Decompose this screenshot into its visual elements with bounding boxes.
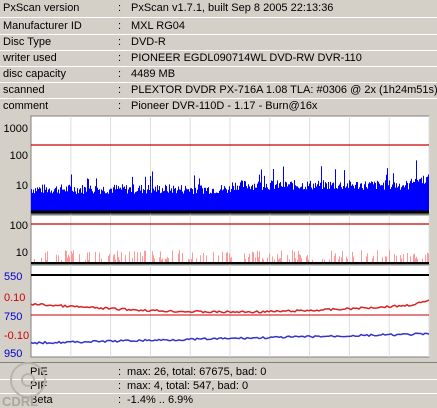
divider	[0, 362, 437, 363]
info-separator: :	[118, 84, 122, 96]
info-label: writer used	[3, 52, 57, 64]
jitter-tick-label: 750	[4, 311, 23, 323]
info-label: disc capacity	[3, 68, 66, 80]
info-label: scanned	[3, 84, 45, 96]
stat-value: -1.4% .. 6.9%	[127, 394, 194, 406]
info-row-comment: comment : Pioneer DVR-110D - 1.17 - Burn…	[0, 99, 437, 114]
stat-row-pie: PIE : max: 26, total: 67675, bad: 0	[0, 366, 437, 379]
info-separator: :	[118, 100, 122, 112]
info-value: 4489 MB	[131, 68, 176, 80]
watermark-logo: CDRL	[2, 362, 46, 408]
info-value: PIONEER EGDL090714WL DVD-RW DVR-110	[131, 52, 362, 64]
divider	[0, 82, 437, 83]
info-label: PxScan version	[3, 2, 80, 14]
info-row-manufacturer: Manufacturer ID : MXL RG04	[0, 19, 437, 34]
beta-tick-label: -0.10	[4, 330, 30, 342]
jitter-tick-label: 550	[4, 271, 23, 283]
stat-label: Beta	[30, 394, 53, 406]
pif-tick-label: 100	[9, 220, 28, 232]
stat-row-beta: Beta : -1.4% .. 6.9%	[0, 394, 437, 407]
beta-tick-label: 0.10	[4, 292, 26, 304]
pie-tick-label: 10	[15, 180, 28, 192]
info-value: DVD-R	[131, 36, 166, 48]
pie-tick-label: 100	[9, 150, 28, 162]
pif-tick-label: 10	[15, 247, 28, 259]
divider	[0, 98, 437, 99]
beta-series	[30, 299, 430, 314]
scan-graph: 1000 100 10 100 10 550 0.10 750 -0.10 95…	[0, 114, 437, 362]
info-label: Disc Type	[3, 36, 52, 48]
pie-series	[31, 160, 429, 212]
info-label: comment	[3, 100, 49, 112]
info-separator: :	[118, 52, 122, 64]
divider	[0, 34, 437, 35]
svg-text:CDRL: CDRL	[2, 394, 38, 408]
info-separator: :	[118, 36, 122, 48]
info-row-disc-type: Disc Type : DVD-R	[0, 35, 437, 50]
stat-separator: :	[118, 366, 122, 378]
info-value: Pioneer DVR-110D - 1.17 - Burn@16x	[131, 100, 318, 112]
stat-value: max: 26, total: 67675, bad: 0	[127, 366, 267, 378]
info-row-scanned: scanned : PLEXTOR DVDR PX-716A 1.08 TLA:…	[0, 83, 437, 98]
stat-row-pif: PIF : max: 4, total: 547, bad: 0	[0, 380, 437, 393]
info-row-version: PxScan version : PxScan v1.7.1, built Se…	[0, 1, 437, 16]
stat-separator: :	[118, 380, 122, 392]
info-value: PLEXTOR DVDR PX-716A 1.08 TLA: #0306 @ 2…	[131, 84, 437, 96]
divider	[0, 379, 437, 380]
info-label: Manufacturer ID	[3, 20, 82, 32]
graph-plot	[30, 115, 430, 358]
info-value: MXL RG04	[131, 20, 186, 32]
info-row-writer: writer used : PIONEER EGDL090714WL DVD-R…	[0, 51, 437, 66]
pif-series	[34, 250, 429, 262]
info-value: PxScan v1.7.1, built Sep 8 2005 22:13:36	[131, 2, 334, 14]
info-separator: :	[118, 2, 122, 14]
info-separator: :	[118, 20, 122, 32]
info-row-capacity: disc capacity : 4489 MB	[0, 67, 437, 82]
jitter-tick-label: 950	[4, 348, 23, 360]
pie-tick-label: 1000	[3, 123, 28, 135]
jitter-series	[30, 332, 430, 345]
divider	[0, 66, 437, 67]
stat-separator: :	[118, 394, 122, 406]
divider	[0, 393, 437, 394]
divider	[0, 50, 437, 51]
stat-value: max: 4, total: 547, bad: 0	[127, 380, 249, 392]
info-separator: :	[118, 68, 122, 80]
divider	[0, 17, 437, 18]
